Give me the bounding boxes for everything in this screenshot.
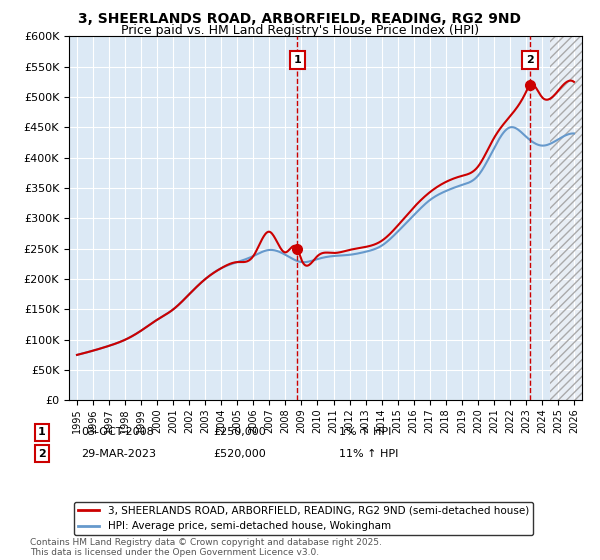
Text: 1: 1 [293, 55, 301, 65]
Bar [550, 36, 582, 400]
Text: Contains HM Land Registry data © Crown copyright and database right 2025.
This d: Contains HM Land Registry data © Crown c… [30, 538, 382, 557]
Bar [550, 36, 582, 400]
Text: 2: 2 [526, 55, 534, 65]
Text: 1% ↑ HPI: 1% ↑ HPI [339, 427, 391, 437]
Text: 03-OCT-2008: 03-OCT-2008 [81, 427, 154, 437]
Text: 1: 1 [38, 427, 46, 437]
Text: 2: 2 [38, 449, 46, 459]
Text: £250,000: £250,000 [213, 427, 266, 437]
Legend: 3, SHEERLANDS ROAD, ARBORFIELD, READING, RG2 9ND (semi-detached house), HPI: Ave: 3, SHEERLANDS ROAD, ARBORFIELD, READING,… [74, 502, 533, 535]
Text: 3, SHEERLANDS ROAD, ARBORFIELD, READING, RG2 9ND: 3, SHEERLANDS ROAD, ARBORFIELD, READING,… [79, 12, 521, 26]
Text: 11% ↑ HPI: 11% ↑ HPI [339, 449, 398, 459]
Text: £520,000: £520,000 [213, 449, 266, 459]
Text: Price paid vs. HM Land Registry's House Price Index (HPI): Price paid vs. HM Land Registry's House … [121, 24, 479, 36]
Text: 29-MAR-2023: 29-MAR-2023 [81, 449, 156, 459]
